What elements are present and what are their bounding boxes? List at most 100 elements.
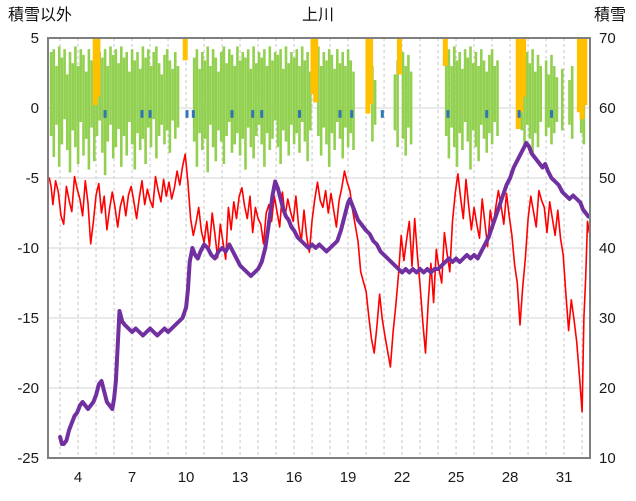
bar: [319, 66, 323, 156]
bar: [552, 66, 556, 134]
bar: [214, 57, 218, 162]
bar: [206, 46, 209, 173]
x-axis-tick-label: 19: [340, 469, 357, 486]
bar: [82, 54, 85, 156]
bar: [496, 60, 499, 136]
bar: [236, 46, 239, 134]
right-axis-tick-label: 50: [599, 170, 616, 187]
bar: [157, 63, 161, 137]
bar: [568, 80, 571, 125]
bar: [547, 74, 551, 128]
bar: [292, 57, 296, 145]
right-axis-title: 積雪: [593, 7, 626, 24]
bar: [330, 54, 334, 134]
bar: [117, 63, 120, 130]
x-axis-tick-label: 7: [128, 469, 136, 486]
bar: [149, 66, 153, 148]
bar: [490, 49, 494, 145]
bar: [238, 60, 242, 156]
left-axis-tick-label: -20: [17, 380, 39, 397]
bar: [282, 68, 285, 131]
x-axis-tick-label: 28: [502, 469, 519, 486]
bar: [365, 38, 371, 114]
bar: [203, 60, 207, 139]
bar: [469, 46, 472, 170]
bar: [458, 52, 461, 134]
bar: [273, 52, 277, 121]
bar: [350, 110, 354, 118]
bar: [517, 110, 521, 118]
bar: [290, 52, 293, 125]
bar: [287, 63, 290, 156]
bar: [279, 49, 282, 165]
bar: [306, 52, 309, 162]
bar: [570, 66, 574, 139]
bar: [450, 66, 453, 128]
bar: [109, 46, 112, 125]
bar: [260, 57, 263, 145]
bar: [251, 110, 255, 118]
bar: [68, 52, 72, 173]
bar: [128, 71, 131, 122]
left-axis-tick-label: -15: [17, 310, 39, 327]
bar: [446, 110, 450, 118]
left-axis-tick-label: 5: [31, 30, 39, 47]
bar: [407, 54, 410, 128]
bar: [130, 49, 134, 145]
bar: [66, 74, 69, 150]
bar: [380, 110, 384, 118]
bar: [463, 49, 467, 123]
bar: [409, 71, 413, 145]
bar: [57, 46, 61, 167]
bar: [136, 52, 139, 134]
bar: [295, 49, 299, 134]
bar: [195, 49, 199, 167]
bar: [309, 71, 312, 131]
bar: [101, 57, 104, 153]
bar: [246, 49, 250, 128]
plot-frame: [47, 37, 591, 459]
bar: [349, 60, 353, 134]
bar: [92, 38, 98, 106]
bar: [404, 66, 407, 156]
bar: [120, 46, 123, 167]
bar: [303, 60, 307, 142]
bar: [141, 46, 145, 139]
bar: [95, 38, 101, 97]
bar: [518, 38, 524, 113]
bar: [515, 38, 521, 129]
bar: [255, 63, 258, 137]
bar: [453, 46, 456, 148]
bar: [393, 74, 397, 131]
left-axis-tick-label: -25: [17, 450, 39, 467]
bar: [480, 49, 483, 125]
bar: [211, 49, 215, 148]
x-axis-tick-label: 22: [394, 469, 411, 486]
bar: [444, 57, 448, 136]
x-axis-tick-label: 13: [232, 469, 249, 486]
bar: [87, 49, 91, 170]
bar: [152, 52, 155, 120]
bar: [313, 38, 319, 103]
bar: [579, 38, 585, 120]
bar: [49, 52, 53, 136]
bar: [52, 49, 56, 158]
bar: [550, 110, 553, 118]
left-axis-tick-label: -10: [17, 240, 39, 257]
bar: [60, 57, 64, 145]
bar: [466, 57, 470, 142]
bar: [352, 71, 355, 150]
bar: [191, 110, 195, 118]
bar: [84, 71, 88, 139]
right-axis-tick-label: 60: [599, 100, 616, 117]
bar: [125, 52, 128, 156]
x-axis-tick-label: 10: [178, 469, 195, 486]
bar: [244, 57, 247, 170]
bar: [171, 68, 174, 121]
bar: [298, 110, 301, 118]
bar: [523, 57, 526, 145]
bar: [163, 54, 166, 145]
line: [48, 153, 591, 413]
